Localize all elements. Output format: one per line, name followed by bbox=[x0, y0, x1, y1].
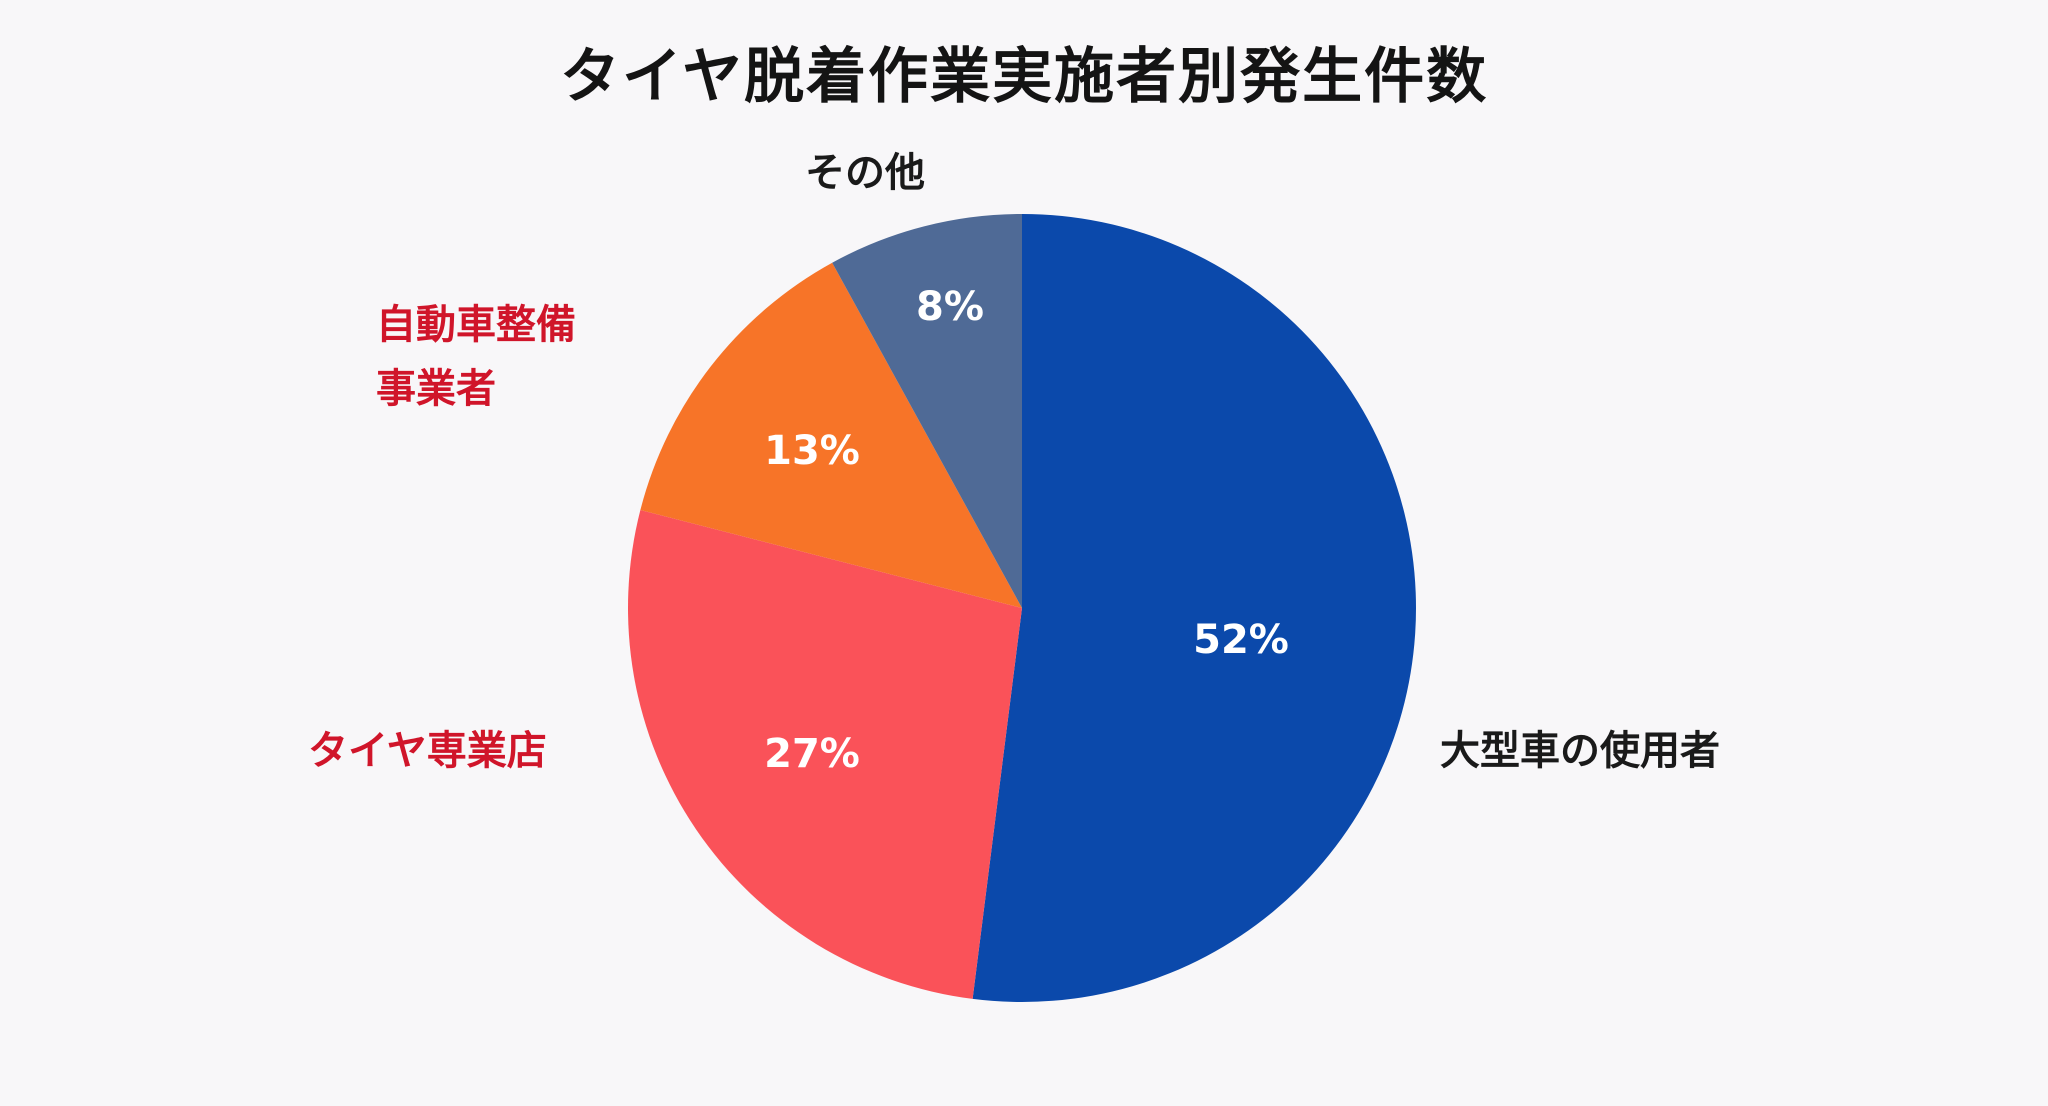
pct-auto-maintenance: 13% bbox=[764, 428, 860, 474]
slice-large-vehicle-users bbox=[972, 214, 1416, 1002]
slice-auto-maintenance bbox=[640, 262, 1022, 608]
pct-tire-shops: 27% bbox=[764, 731, 860, 777]
pct-other: 8% bbox=[916, 284, 984, 330]
chart-title: タイヤ脱着作業実施者別発生件数 bbox=[559, 42, 1489, 112]
label-large-vehicle-users: 大型車の使用者 bbox=[1440, 728, 1720, 774]
label-auto-maintenance-line1: 自動車整備 bbox=[376, 302, 576, 348]
slice-tire-shops bbox=[628, 510, 1022, 999]
label-other: その他 bbox=[805, 150, 925, 196]
label-tire-shops: タイヤ専業店 bbox=[308, 728, 547, 774]
label-auto-maintenance-line2: 事業者 bbox=[376, 366, 496, 412]
slice-other bbox=[832, 214, 1022, 608]
pct-large-vehicle-users: 52% bbox=[1193, 617, 1289, 663]
